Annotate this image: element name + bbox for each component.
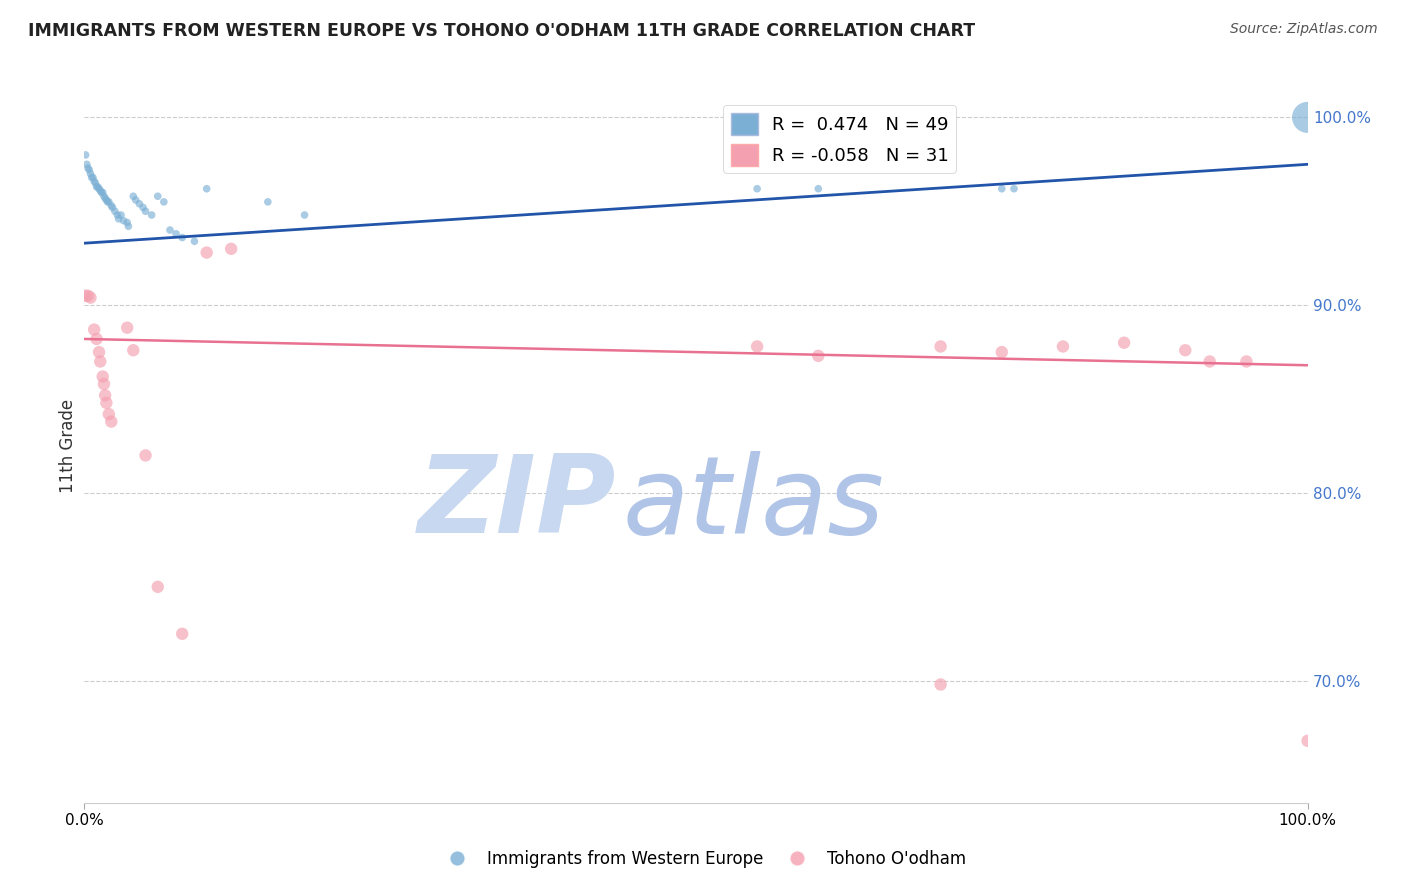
Point xyxy=(1296,111,1319,125)
Point xyxy=(146,580,169,594)
Point xyxy=(125,193,148,207)
Point xyxy=(807,182,830,196)
Point xyxy=(135,204,157,219)
Legend: Immigrants from Western Europe, Tohono O'odham: Immigrants from Western Europe, Tohono O… xyxy=(433,844,973,875)
Point xyxy=(91,369,114,384)
Point xyxy=(83,174,105,188)
Point xyxy=(79,167,101,181)
Point xyxy=(1174,343,1197,358)
Point xyxy=(96,193,118,207)
Point xyxy=(100,415,122,429)
Point xyxy=(112,213,135,227)
Point xyxy=(153,194,176,209)
Point xyxy=(107,211,129,226)
Point xyxy=(77,161,100,175)
Point xyxy=(128,196,150,211)
Point xyxy=(100,199,122,213)
Text: ZIP: ZIP xyxy=(418,450,616,556)
Point xyxy=(929,339,952,353)
Point xyxy=(807,349,830,363)
Point xyxy=(76,157,98,171)
Text: atlas: atlas xyxy=(623,450,884,556)
Point xyxy=(97,407,120,421)
Point xyxy=(1114,335,1136,350)
Point xyxy=(991,182,1014,196)
Point xyxy=(82,170,104,185)
Point xyxy=(86,332,108,346)
Point xyxy=(80,170,103,185)
Point xyxy=(75,289,97,303)
Point xyxy=(93,189,115,203)
Point xyxy=(1296,734,1319,748)
Point xyxy=(97,194,120,209)
Point xyxy=(86,179,108,194)
Point xyxy=(87,179,110,194)
Legend: R =  0.474   N = 49, R = -0.058   N = 31: R = 0.474 N = 49, R = -0.058 N = 31 xyxy=(723,105,956,173)
Point xyxy=(1052,339,1074,353)
Point xyxy=(89,184,111,198)
Point xyxy=(94,388,117,402)
Point xyxy=(132,201,155,215)
Point xyxy=(96,396,118,410)
Point xyxy=(929,677,952,691)
Point xyxy=(172,627,194,641)
Point xyxy=(117,219,139,234)
Point xyxy=(91,186,114,200)
Point xyxy=(219,242,242,256)
Point xyxy=(77,163,100,178)
Text: Source: ZipAtlas.com: Source: ZipAtlas.com xyxy=(1230,22,1378,37)
Point xyxy=(1198,354,1220,368)
Point xyxy=(90,186,112,200)
Point xyxy=(110,208,132,222)
Y-axis label: 11th Grade: 11th Grade xyxy=(59,399,77,493)
Point xyxy=(105,208,128,222)
Point xyxy=(195,182,218,196)
Point xyxy=(159,223,181,237)
Point xyxy=(122,189,145,203)
Point xyxy=(146,189,169,203)
Point xyxy=(1002,182,1025,196)
Text: IMMIGRANTS FROM WESTERN EUROPE VS TOHONO O'ODHAM 11TH GRADE CORRELATION CHART: IMMIGRANTS FROM WESTERN EUROPE VS TOHONO… xyxy=(28,22,976,40)
Point xyxy=(77,289,100,303)
Point xyxy=(87,182,110,196)
Point xyxy=(115,215,138,229)
Point xyxy=(79,291,101,305)
Point xyxy=(1236,354,1258,368)
Point xyxy=(93,377,115,392)
Point xyxy=(94,191,117,205)
Point xyxy=(101,201,124,215)
Point xyxy=(75,148,97,162)
Point xyxy=(195,245,218,260)
Point xyxy=(172,230,194,244)
Point xyxy=(747,182,769,196)
Point xyxy=(257,194,280,209)
Point xyxy=(89,354,111,368)
Point xyxy=(747,339,769,353)
Point xyxy=(122,343,145,358)
Point xyxy=(115,320,138,334)
Point xyxy=(141,208,163,222)
Point xyxy=(97,194,120,209)
Point xyxy=(991,345,1014,359)
Point xyxy=(104,204,127,219)
Point xyxy=(84,176,107,190)
Point xyxy=(183,235,205,249)
Point xyxy=(135,449,157,463)
Point xyxy=(83,322,105,336)
Point xyxy=(294,208,316,222)
Point xyxy=(87,345,110,359)
Point xyxy=(165,227,187,241)
